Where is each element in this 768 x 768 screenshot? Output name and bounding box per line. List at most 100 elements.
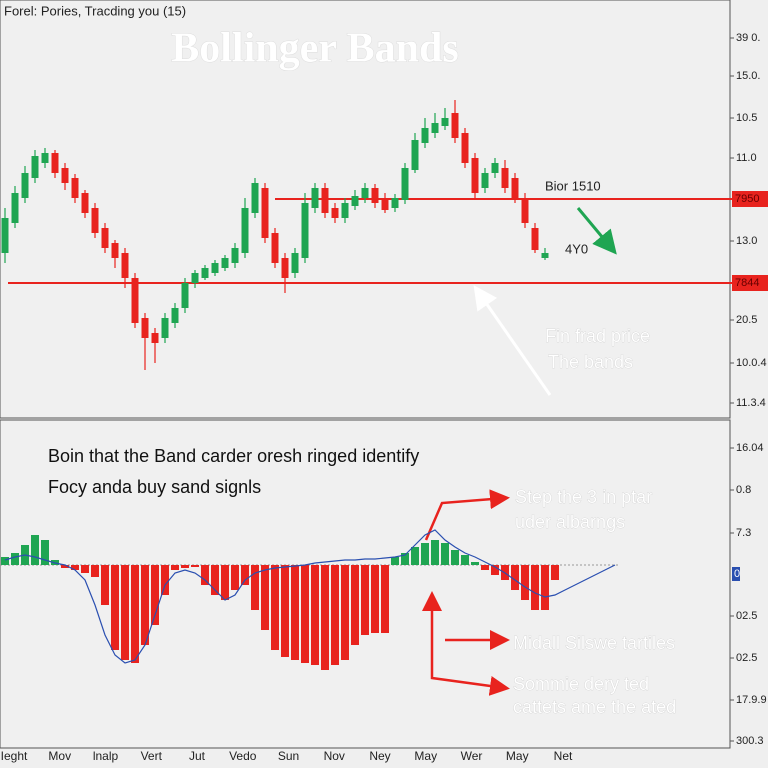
candle-body xyxy=(471,158,479,193)
candle-body xyxy=(541,253,549,258)
y-tick-label: 10.5 xyxy=(736,112,757,124)
candle-body xyxy=(181,283,189,308)
x-tick-label: Ieght xyxy=(1,749,28,763)
candle-body xyxy=(61,168,69,183)
candle-body xyxy=(131,278,139,323)
histogram-bar xyxy=(471,562,479,565)
candle-body xyxy=(381,200,389,210)
y-tick-label: 11.0 xyxy=(736,152,757,164)
histogram-bar xyxy=(551,565,559,580)
candle-body xyxy=(411,140,419,170)
candle-body xyxy=(341,203,349,218)
level-tag xyxy=(732,191,768,207)
level-label: 7950 xyxy=(735,193,759,205)
histogram-bar xyxy=(421,543,429,565)
candle-body xyxy=(531,228,539,250)
histogram-bar xyxy=(481,565,489,570)
candle-body xyxy=(51,153,59,173)
annotation: Sommie dery ted xyxy=(513,674,649,694)
candle-body xyxy=(241,208,249,253)
histogram-bar xyxy=(511,565,519,590)
histogram-bar xyxy=(81,565,89,573)
candle-body xyxy=(201,268,209,278)
x-tick-label: Mov xyxy=(48,749,71,763)
body-text: Boin that the Band carder oresh ringed i… xyxy=(48,446,419,466)
histogram-bar xyxy=(141,565,149,645)
histogram-bar xyxy=(461,555,469,565)
candle-body xyxy=(451,113,459,138)
candle-body xyxy=(271,233,279,263)
y-tick-label: 10.0.4 xyxy=(736,357,767,369)
candle-body xyxy=(361,188,369,198)
y-tick-label: 300.3 xyxy=(736,735,764,747)
y-tick-label: 17.9.9 xyxy=(736,694,767,706)
x-tick-label: Ney xyxy=(369,749,390,763)
histogram-bar xyxy=(31,535,39,565)
x-tick-label: Vert xyxy=(141,749,163,763)
histogram-bar xyxy=(381,565,389,633)
histogram-bar xyxy=(111,565,119,650)
candle-body xyxy=(171,308,179,323)
candle-body xyxy=(151,333,159,343)
x-tick-label: Nov xyxy=(324,749,345,763)
x-tick-label: May xyxy=(414,749,437,763)
level-tag xyxy=(732,275,768,291)
histogram-bar xyxy=(201,565,209,585)
histogram-bar xyxy=(231,565,239,590)
candle-body xyxy=(71,178,79,198)
histogram-bar xyxy=(391,557,399,565)
histogram-bar xyxy=(171,565,179,570)
histogram-bar xyxy=(261,565,269,630)
candle-body xyxy=(301,203,309,258)
histogram-bar xyxy=(1,557,9,565)
histogram-bar xyxy=(331,565,339,665)
candle-body xyxy=(81,193,89,213)
histogram-bar xyxy=(451,550,459,565)
x-tick-label: Vedo xyxy=(229,749,257,763)
candle-body xyxy=(391,198,399,208)
candle-body xyxy=(431,123,439,133)
candle-body xyxy=(101,228,109,248)
histogram-bar xyxy=(321,565,329,670)
candle-body xyxy=(481,173,489,188)
marker-label: 0 xyxy=(734,568,740,580)
arrow xyxy=(424,489,510,541)
candle-body xyxy=(371,188,379,203)
candle-body xyxy=(491,163,499,173)
histogram-bar xyxy=(41,540,49,565)
histogram-bar xyxy=(221,565,229,600)
candle-body xyxy=(31,156,39,178)
candle-body xyxy=(11,193,19,223)
candle-body xyxy=(311,188,319,208)
top-panel xyxy=(0,0,731,419)
candle-body xyxy=(441,118,449,126)
histogram-bar xyxy=(11,553,19,565)
x-tick-label: Wer xyxy=(461,749,483,763)
y-tick-label: 0.8 xyxy=(736,484,751,496)
candle-body xyxy=(251,183,259,213)
histogram-bar xyxy=(211,565,219,595)
histogram-bar xyxy=(411,547,419,565)
y-tick-label: 11.3.4 xyxy=(736,397,766,409)
annotation: Fin frad price xyxy=(545,326,650,346)
x-tick-label: Net xyxy=(554,749,573,763)
histogram-bar xyxy=(531,565,539,610)
histogram-bar xyxy=(191,565,199,567)
y-tick-label: 15.0. xyxy=(736,70,760,82)
x-tick-label: Sun xyxy=(278,749,299,763)
x-tick-label: May xyxy=(506,749,529,763)
histogram-bar xyxy=(241,565,249,585)
candle-body xyxy=(461,133,469,163)
histogram-bar xyxy=(251,565,259,610)
candle-body xyxy=(421,128,429,143)
candle-body xyxy=(161,318,169,338)
histogram-bar xyxy=(151,565,159,625)
body-text: Focy anda buy sand signls xyxy=(48,477,261,497)
histogram-bar xyxy=(71,565,79,570)
histogram-bar xyxy=(61,565,69,568)
x-tick-label: lnalp xyxy=(93,749,119,763)
candle-body xyxy=(281,258,289,278)
candle-body xyxy=(121,253,129,278)
histogram-bar xyxy=(351,565,359,645)
